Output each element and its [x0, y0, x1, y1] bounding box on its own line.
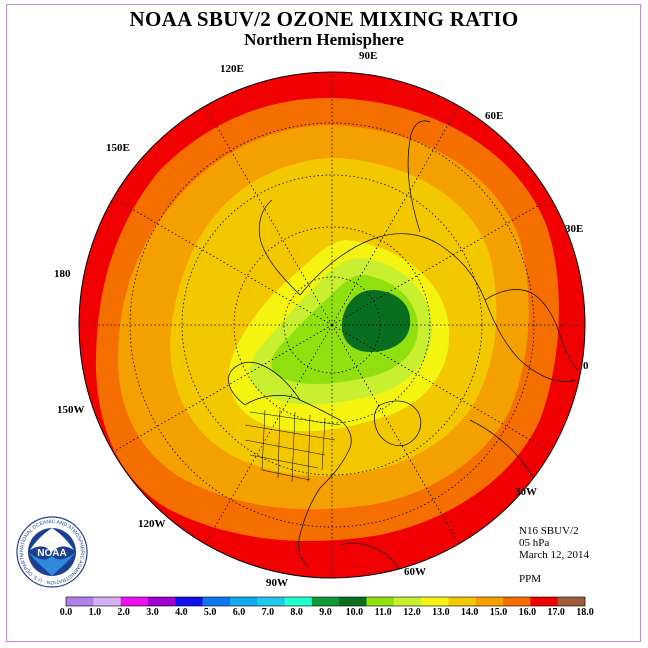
- logo-text: NOAA: [37, 548, 66, 559]
- map-subtitle: Northern Hemisphere: [244, 30, 404, 49]
- coast-south-america: [339, 542, 409, 578]
- coast-eurasia: [258, 120, 576, 382]
- coast-greenland: [374, 400, 422, 446]
- lon-label-0: 0: [583, 360, 589, 372]
- lon-label-120w: 120W: [138, 518, 166, 530]
- lon-label-180: 180: [54, 268, 71, 280]
- map-title: NOAA SBUV/2 OZONE MIXING RATIO: [129, 7, 519, 31]
- lat-circle-40: [181, 174, 483, 476]
- colorbar-tick-label: 17.0: [547, 607, 565, 618]
- plot-frame: [6, 4, 641, 642]
- graticule: [79, 72, 585, 578]
- coast-europe: [484, 289, 579, 371]
- colorbar-tick-label: 5.0: [203, 607, 217, 618]
- lon-label-60w: 60W: [404, 566, 426, 578]
- lat-circle-20: [129, 122, 535, 528]
- colorbar-tick-label: 13.0: [432, 607, 450, 618]
- lon-label-150e: 150E: [106, 142, 130, 154]
- colorbar-tick-label: 12.0: [403, 607, 421, 618]
- lon-label-150w: 150W: [57, 404, 85, 416]
- noaa-logo: NATIONAL OCEANIC AND ATMOSPHERIC ADMINIS…: [14, 512, 88, 593]
- lon-label-60e: 60E: [485, 110, 504, 122]
- colorbar-tick-label: 9.0: [319, 607, 332, 618]
- colorbar-tick-label: 7.0: [261, 607, 275, 618]
- colorbar-tick-label: 10.0: [345, 607, 364, 618]
- colorbar-tick-label: 3.0: [146, 607, 159, 618]
- noaa-seal-icon: NATIONAL OCEANIC AND ATMOSPHERIC ADMINIS…: [14, 512, 88, 588]
- observation-date: March 12, 2014: [519, 549, 589, 561]
- colorbar-tick-label: 15.0: [489, 607, 508, 618]
- lon-label-30e: 30E: [565, 223, 584, 235]
- units-label: PPM: [519, 573, 542, 585]
- colorbar-tick-label: 16.0: [518, 607, 537, 618]
- colorbar-tick-label: 8.0: [290, 607, 303, 618]
- colorbar-tick-label: 11.0: [374, 607, 392, 618]
- colorbar-tick-label: 6.0: [232, 607, 246, 618]
- lon-label-120e: 120E: [220, 63, 244, 75]
- pressure-level: 05 hPa: [519, 537, 550, 549]
- colorbar-tick-label: 2.0: [117, 607, 130, 618]
- colorbar-tick-label: 0.0: [59, 607, 73, 618]
- lon-label-90e: 90E: [359, 50, 378, 62]
- colorbar-tick-label: 14.0: [460, 607, 479, 618]
- lat-circle-60: [233, 226, 431, 424]
- coast-north-america: [228, 361, 352, 569]
- lon-label-90w: 90W: [266, 577, 288, 589]
- instrument-label: N16 SBUV/2: [519, 525, 579, 537]
- ozone-band-10-11: [341, 289, 411, 352]
- globe-outline: [78, 71, 586, 579]
- colorbar-tick-label: 1.0: [88, 607, 102, 618]
- colorbar-tick-label: 18.0: [576, 607, 594, 618]
- lon-label-30w: 30W: [515, 486, 537, 498]
- usa-grid: [244, 409, 341, 483]
- colorbar-tick-label: 4.0: [175, 607, 188, 618]
